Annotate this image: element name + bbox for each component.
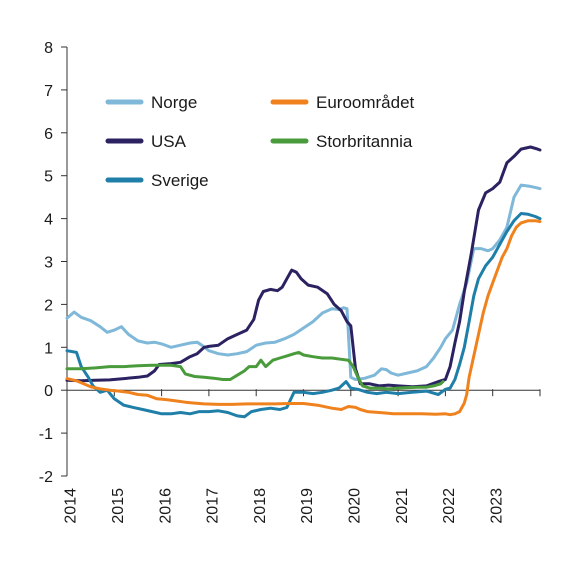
x-axis: 2014 2015 2016 2017 2018 2019 2020 2021 2022 2023 (63, 389, 541, 524)
y-axis: -2 -1 0 1 2 3 4 5 6 7 8 (39, 40, 68, 486)
legend-label: Sverige (151, 171, 209, 190)
y-tick-label: 2 (44, 297, 53, 314)
legend-item: Sverige (105, 171, 209, 190)
x-tick-label: 2022 (441, 488, 458, 524)
y-tick-label: 8 (44, 40, 53, 57)
x-tick-label: 2021 (394, 488, 411, 524)
y-tick-label: 3 (44, 255, 53, 272)
x-tick-label: 2017 (205, 488, 222, 524)
x-tick-label: 2018 (252, 488, 269, 524)
legend-label: Euroområdet (316, 93, 415, 112)
legend-item: USA (105, 132, 187, 151)
series-line-4 (65, 219, 542, 417)
y-tick-label: -2 (39, 469, 53, 486)
x-tick-label: 2023 (488, 488, 505, 524)
y-tick-label: 5 (44, 169, 53, 186)
x-tick-label: 2014 (63, 488, 80, 524)
y-tick-label: 1 (44, 340, 53, 357)
x-tick-label: 2016 (157, 488, 174, 524)
series-line-3 (65, 212, 542, 419)
legend-item: Norge (105, 93, 197, 112)
y-tick-label: 0 (44, 383, 53, 400)
legend-label: USA (151, 132, 187, 151)
series-line-2 (65, 145, 542, 389)
y-tick-label: 7 (44, 83, 53, 100)
series-lines (65, 145, 542, 419)
legend: Norge USA Sverige Euroområdet Storbritannia (105, 93, 415, 190)
y-tick-label: 4 (44, 212, 53, 229)
legend-label: Storbritannia (316, 132, 413, 151)
y-tick-label: 6 (44, 126, 53, 143)
x-tick-label: 2015 (110, 488, 127, 524)
legend-item: Storbritannia (270, 132, 413, 151)
legend-label: Norge (151, 93, 197, 112)
legend-item: Euroområdet (270, 93, 415, 112)
x-tick-label: 2020 (346, 488, 363, 524)
y-tick-label: -1 (39, 426, 53, 443)
series-line-5 (65, 350, 445, 391)
x-tick-label: 2019 (299, 488, 316, 524)
